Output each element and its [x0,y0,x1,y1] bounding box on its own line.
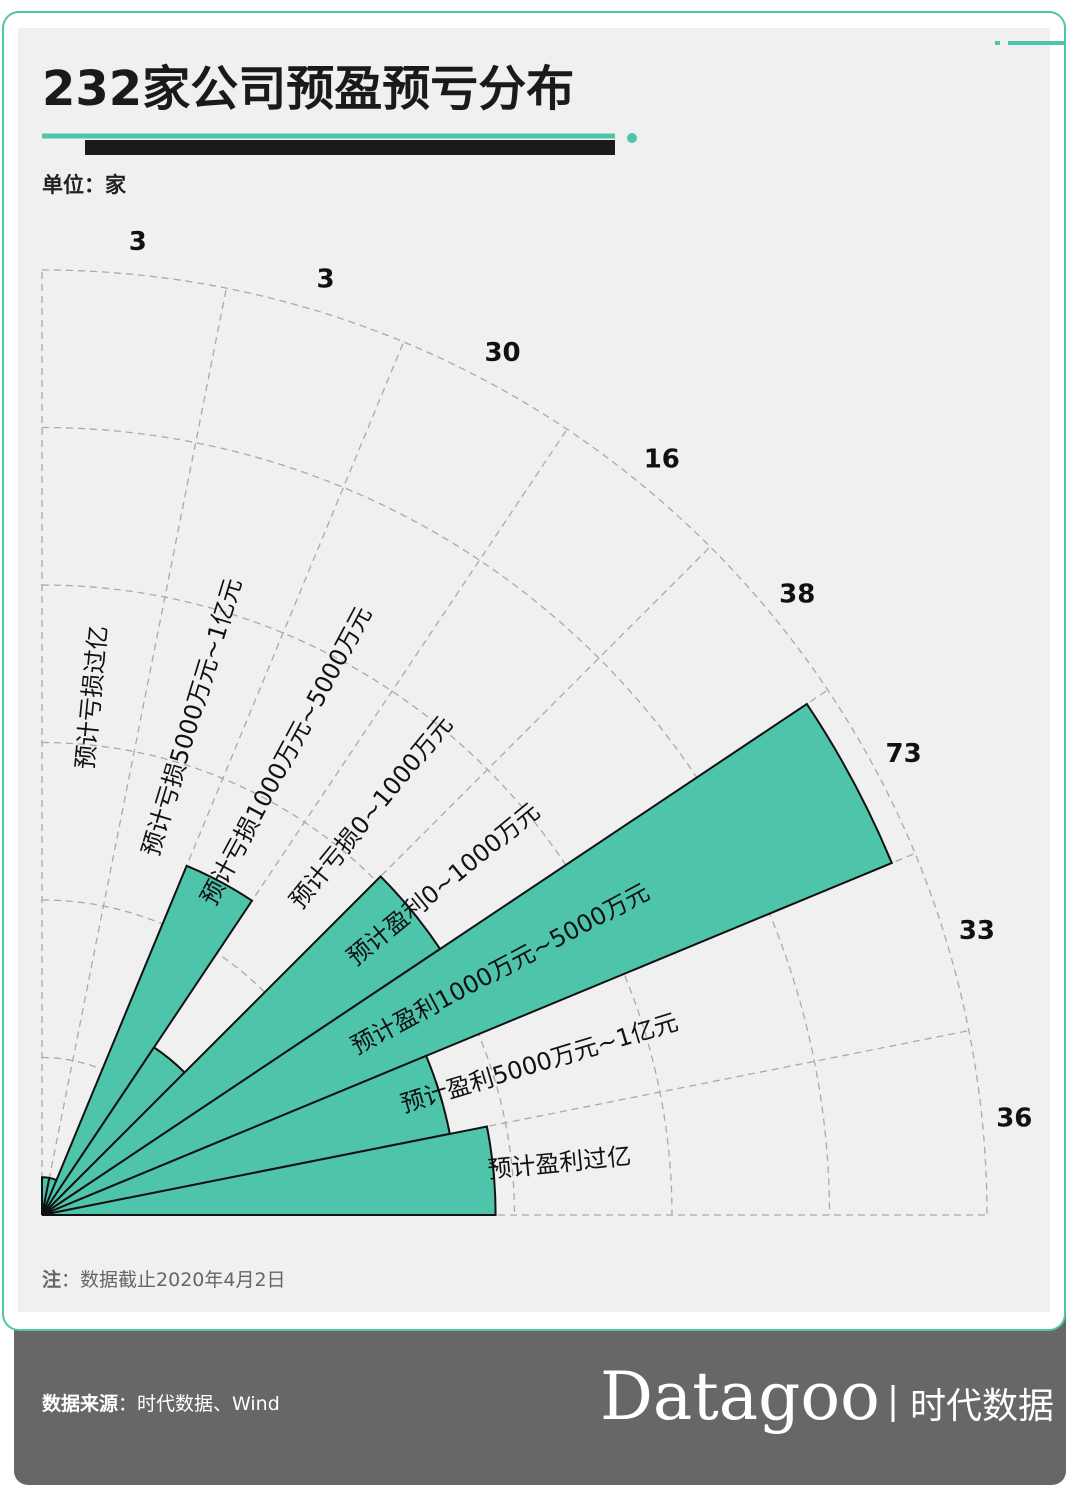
sector [41,864,254,1216]
value-label: 16 [644,444,680,474]
grid-ring [41,426,831,1216]
sector [41,702,894,1216]
title: 232家公司预盈预亏分布 [42,61,574,117]
unit: 单位：家 [42,173,127,197]
value-label: 3 [317,265,335,295]
grid-ring [41,741,516,1216]
note-label: 注 [42,1268,61,1291]
value-label: 33 [959,916,995,946]
title-dot [627,133,637,143]
note-text: ：数据截止2020年4月2日 [61,1269,286,1291]
value-label: 3 [129,227,147,257]
source: 数据来源：时代数据、Wind [42,1392,280,1415]
brand-cn: 时代数据 [910,1386,1054,1427]
source-text: ：时代数据、Wind [118,1393,280,1415]
value-label: 73 [886,739,922,769]
footer-band [14,1300,1066,1485]
brand: Datagoo [600,1358,880,1435]
grid-ring [41,269,988,1216]
source-label: 数据来源 [42,1392,118,1415]
grid-spoke [41,288,227,1216]
value-label: 36 [996,1104,1032,1134]
value-label: 38 [779,580,815,610]
note: 注：数据截止2020年4月2日 [42,1268,286,1291]
title-bar [85,140,615,155]
value-label: 30 [484,338,520,368]
sector [41,1125,497,1216]
